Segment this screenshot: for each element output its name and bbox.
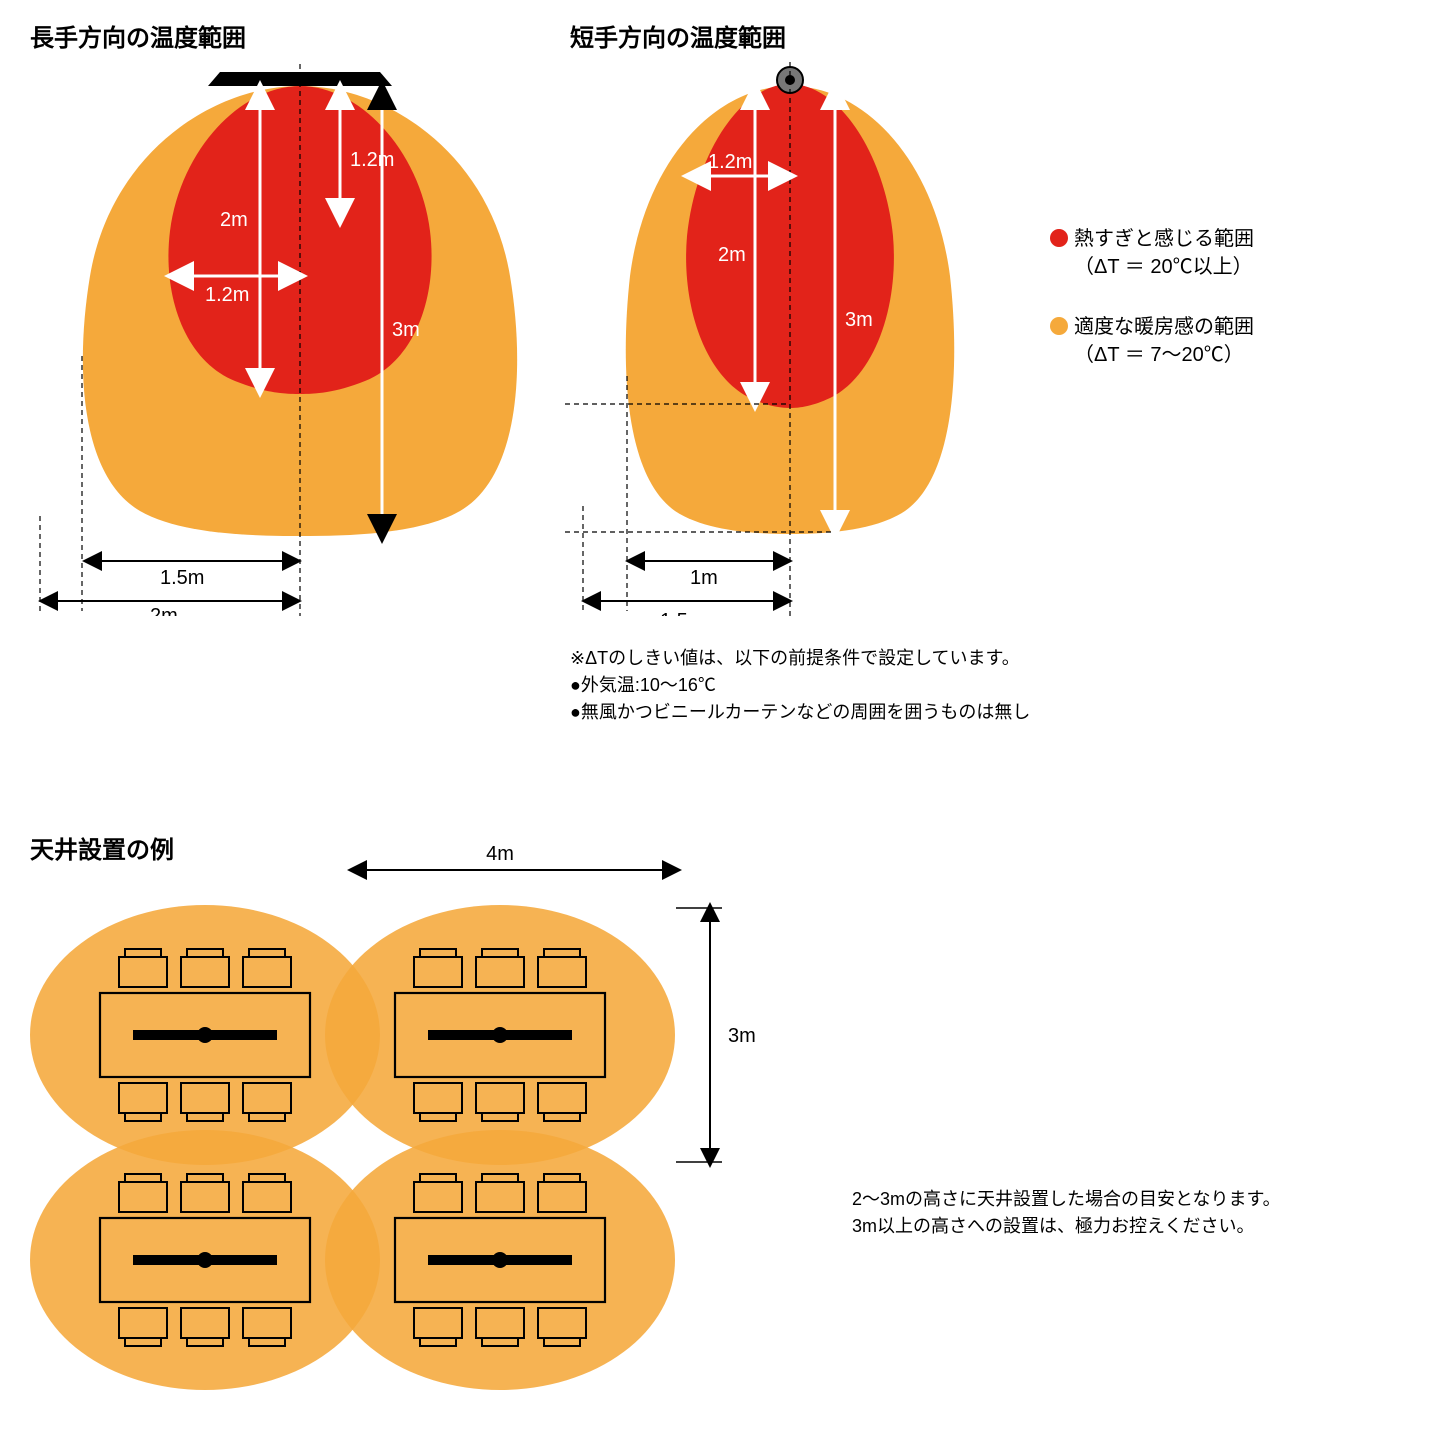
footnote-line1: ※ΔTのしきい値は、以下の前提条件で設定しています。 — [570, 645, 1030, 672]
transverse-diagram: 1.2m 2m 3m 1m 1.5m — [565, 56, 985, 616]
hot-height-label: 2m — [718, 244, 746, 266]
legend-hot-line1: 熱すぎと感じる範囲 — [1074, 225, 1254, 253]
legend-hot-dot — [1050, 229, 1068, 247]
warm-fullwidth-label: 1.5m — [660, 610, 704, 616]
legend: 熱すぎと感じる範囲 （ΔT ＝ 20℃以上） 適度な暖房感の範囲 （ΔT ＝ 7… — [1050, 225, 1410, 401]
warm-height-label: 3m — [392, 319, 420, 341]
hot-depth-label: 1.2m — [350, 149, 394, 171]
hot-width-label: 1.2m — [708, 151, 752, 173]
footnote-line2: ●外気温:10〜16℃ — [570, 672, 1030, 699]
ceiling-note-line2: 3m以上の高さへの設置は、極力お控えください。 — [852, 1213, 1281, 1240]
hot-height-label: 2m — [220, 209, 248, 231]
legend-hot-line2: （ΔT ＝ 20℃以上） — [1074, 253, 1254, 281]
longitudinal-diagram: 1.2m 2m 1.2m 3m 1.5m 2m — [20, 56, 540, 616]
hot-width-label: 1.2m — [205, 284, 249, 306]
warm-halfwidth-label: 1.5m — [160, 567, 204, 589]
ceiling-layout-diagram: 4m 3m — [10, 830, 790, 1420]
warm-fullwidth-label: 2m — [150, 605, 178, 616]
legend-warm-dot — [1050, 317, 1068, 335]
layout-height-label: 3m — [728, 1025, 756, 1047]
warm-height-label: 3m — [845, 309, 873, 331]
legend-warm-line2: （ΔT ＝ 7〜20℃） — [1074, 341, 1254, 369]
coverage-ellipses — [30, 905, 675, 1390]
legend-warm: 適度な暖房感の範囲 （ΔT ＝ 7〜20℃） — [1050, 313, 1410, 369]
legend-hot: 熱すぎと感じる範囲 （ΔT ＝ 20℃以上） — [1050, 225, 1410, 281]
ceiling-note: 2〜3mの高さに天井設置した場合の目安となります。 3m以上の高さへの設置は、極… — [852, 1186, 1281, 1240]
footnote: ※ΔTのしきい値は、以下の前提条件で設定しています。 ●外気温:10〜16℃ ●… — [570, 645, 1030, 726]
title-transverse: 短手方向の温度範囲 — [570, 18, 786, 53]
footnote-line3: ●無風かつビニールカーテンなどの周囲を囲うものは無し — [570, 699, 1030, 726]
legend-warm-line1: 適度な暖房感の範囲 — [1074, 313, 1254, 341]
title-longitudinal: 長手方向の温度範囲 — [30, 18, 246, 53]
layout-width-label: 4m — [486, 843, 514, 865]
ceiling-note-line1: 2〜3mの高さに天井設置した場合の目安となります。 — [852, 1186, 1281, 1213]
warm-halfwidth-label: 1m — [690, 567, 718, 589]
